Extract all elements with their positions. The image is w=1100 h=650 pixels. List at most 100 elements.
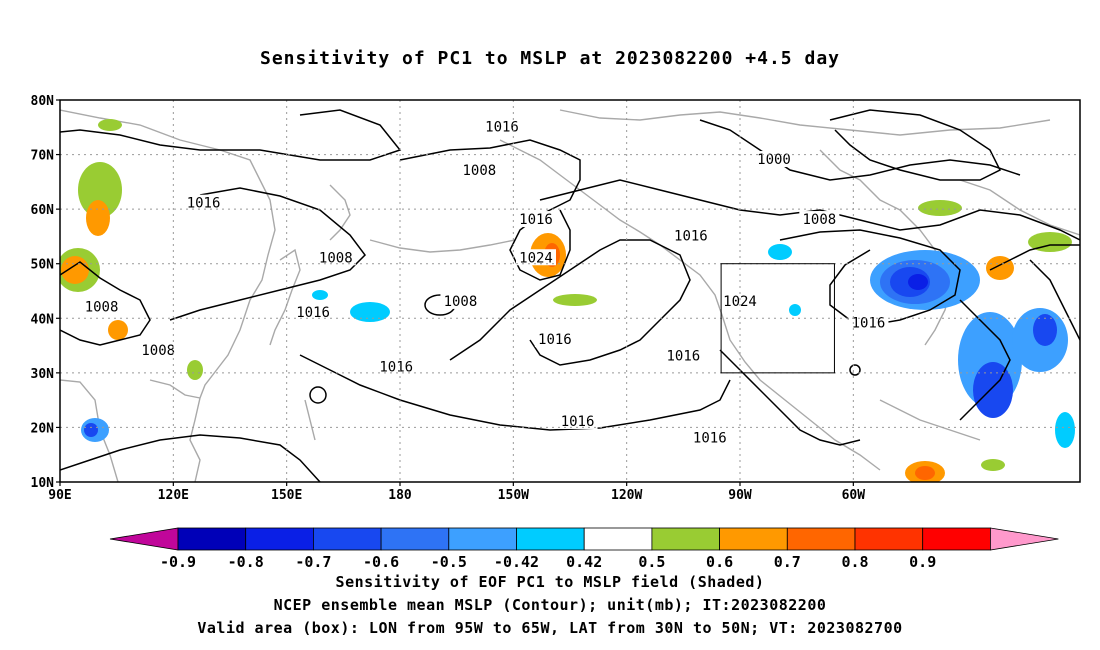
lon-label: 150E [271,488,302,503]
contour-label-bg [81,298,122,315]
contour-label: 1000 [757,152,791,168]
sensitivity-shade-region [350,302,390,322]
colorbar-max-arrow [990,527,1059,551]
lat-label: 50N [31,258,55,273]
sensitivity-shade-region [918,200,962,216]
colorbar-min-arrow [109,527,179,551]
lat-label: 30N [31,367,55,382]
contour-label-bg [534,331,575,348]
colorbar-label: -0.42 [494,553,539,570]
contour-label: 1016 [519,212,553,228]
colorbar-swatch [245,527,314,551]
contour-label-bg [440,292,481,309]
contour-label: 1016 [561,414,595,430]
colorbar-swatch [448,527,517,551]
contour-label-bg [799,211,840,228]
lon-label: 120W [611,488,642,503]
contour-label-bg [459,161,500,178]
lat-label: 20N [31,421,55,436]
colorbar: -0.9 -0.8 -0.7 -0.6 -0.5 -0.42 0.42 0.5 0.6 0.7 0.… [109,527,1059,570]
colorbar-swatch [380,527,450,551]
colorbar-swatch [854,527,924,551]
contour-label-bg [557,412,598,429]
map-grid [60,100,1080,482]
contour-label: 1008 [85,299,119,315]
sensitivity-shade-region [86,200,110,236]
colorbar-swatch [312,527,382,551]
contour-label-bg [516,211,556,228]
lon-label: 60W [842,488,866,503]
colorbar-label: 0.7 [774,553,801,570]
colorbar-label: -0.5 [431,553,467,570]
caption-contour: NCEP ensemble mean MSLP (Contour); unit(… [273,596,827,614]
contour-label: 1016 [674,228,708,244]
sensitivity-shading [60,119,1075,482]
contour-label: 1016 [187,196,221,212]
caption-valid-area: Valid area (box): LON from 95W to 65W, L… [197,619,903,637]
colorbar-swatch [651,527,721,551]
contour-label: 1008 [802,212,836,228]
contour-label: 1016 [852,316,886,332]
map-plot: 1016 1008 1000 1016 1016 1008 1016 1008 1024 1008… [31,94,1081,503]
contour-labels: 1016 1008 1000 1016 1016 1008 1016 1008 1024 1008… [81,118,889,446]
lon-label: 150W [498,488,529,503]
lat-label: 10N [31,476,55,491]
contour-label-bg [670,227,711,244]
colorbar-label: 0.9 [909,553,936,570]
lon-label: 90E [48,488,71,503]
caption-shading: Sensitivity of EOF PC1 to MSLP field (Sh… [335,573,765,591]
colorbar-label: 0.6 [706,553,733,570]
sensitivity-shade-region [915,466,935,480]
lat-label: 60N [31,203,55,218]
colorbar-labels: -0.9 -0.8 -0.7 -0.6 -0.5 -0.42 0.42 0.5 0.6 0.7 0.… [160,553,936,570]
colorbar-label: -0.7 [295,553,331,570]
contour-label: 1024 [519,250,553,266]
sensitivity-shade-region [768,244,792,260]
sensitivity-shade-region [1055,412,1075,448]
lon-label: 180 [388,488,412,503]
valid-area-box [720,263,835,374]
sensitivity-shade-region [187,360,203,380]
contour-label-bg [689,429,730,446]
colorbar-swatch [177,527,247,551]
colorbar-swatch [583,527,653,551]
sensitivity-shade-region [973,362,1013,418]
colorbar-label: 0.42 [566,553,602,570]
contour-label-bg [482,118,522,135]
contour-label-bg [183,194,224,211]
colorbar-swatch [922,527,991,551]
contour-label-bg [720,292,760,309]
contour-label-bg [138,342,179,359]
sensitivity-shade-region [312,290,328,300]
sensitivity-shade-region [1033,314,1057,346]
sensitivity-shade-region [908,274,928,290]
sensitivity-shade-region [981,459,1005,471]
contour-label-bg [293,303,334,320]
lat-label: 40N [31,312,55,327]
chart-title: Sensitivity of PC1 to MSLP at 2023082200… [259,48,840,69]
sensitivity-shade-region [553,294,597,306]
sensitivity-shade-region [78,162,122,218]
sensitivity-shade-region [789,304,801,316]
contour-label-bg [516,249,556,266]
contour-label: 1016 [666,348,700,364]
contour-label: 1016 [538,332,572,348]
contour-label: 1024 [723,294,757,310]
lat-label: 70N [31,149,55,164]
sensitivity-shade-region [84,423,98,437]
contour-label: 1016 [485,119,519,135]
colorbar-label: -0.9 [160,553,196,570]
sensitivity-shade-region [108,320,128,340]
contour-label: 1008 [462,163,496,179]
contour-label: 1016 [693,430,727,446]
contour-label: 1008 [141,343,175,359]
colorbar-label: -0.6 [363,553,399,570]
contour-label: 1008 [444,294,478,310]
contour-label-bg [663,347,704,364]
contour-label-bg [376,358,417,375]
coastlines [60,109,1080,482]
map-frame [59,99,1081,483]
colorbar-label: -0.8 [228,553,264,570]
colorbar-label: 0.5 [638,553,665,570]
